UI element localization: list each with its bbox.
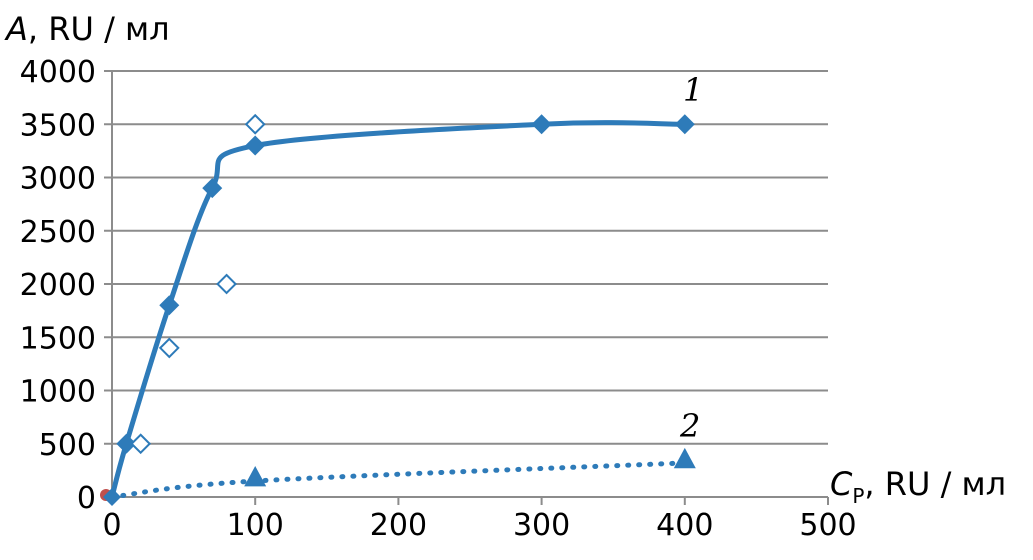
series-1-point [103, 488, 121, 506]
series-2-point [673, 447, 696, 469]
axes [104, 70, 829, 505]
y-axis-unit: , RU / мл [28, 10, 170, 48]
y-tick-label: 2500 [20, 215, 96, 250]
series-1-point [202, 178, 223, 199]
x-tick-label: 0 [102, 508, 121, 543]
y-tick-label: 1000 [20, 375, 96, 410]
y-tick-label: 1500 [20, 321, 96, 356]
x-axis-subscript: P [852, 484, 864, 508]
curve-label-1: 1 [683, 71, 703, 109]
series-1-point [674, 114, 695, 135]
series-open-point [216, 273, 237, 295]
x-axis-title: CP, RU / мл [830, 465, 1006, 508]
x-axis-symbol: C [830, 465, 853, 503]
y-tick-label: 4000 [20, 55, 96, 90]
series-open-point [130, 433, 152, 455]
y-tick-label: 0 [77, 481, 96, 516]
y-axis-symbol: A [4, 10, 28, 48]
y-tick-label: 3500 [20, 108, 96, 143]
x-tick-label: 500 [799, 508, 856, 543]
x-tick-label: 400 [656, 508, 713, 543]
x-tick-label: 300 [513, 508, 570, 543]
series-1-line [109, 120, 685, 498]
y-tick-label: 3000 [20, 162, 96, 197]
x-axis-unit: , RU / мл [864, 465, 1006, 503]
series-2-point [244, 466, 267, 487]
series-1-point [159, 295, 180, 316]
y-tick-label: 2000 [20, 268, 96, 303]
y-axis-title: A, RU / мл [4, 10, 170, 48]
series-open-point [244, 113, 266, 135]
series [100, 113, 696, 506]
curve-label-2: 2 [679, 407, 700, 445]
x-tick-labels: 0 100 200 300 400 500 [102, 508, 856, 543]
x-tick-label: 100 [227, 508, 284, 543]
y-tick-label: 500 [39, 428, 96, 463]
y-tick-labels: 0 500 1000 1500 2000 2500 3000 3500 4000 [20, 55, 96, 516]
x-tick-label: 200 [370, 508, 427, 543]
series-open-point [158, 337, 180, 359]
series-1-point [116, 433, 137, 454]
series-2-line [109, 460, 688, 500]
series-1-point [531, 114, 552, 135]
series-1-point [245, 135, 266, 156]
